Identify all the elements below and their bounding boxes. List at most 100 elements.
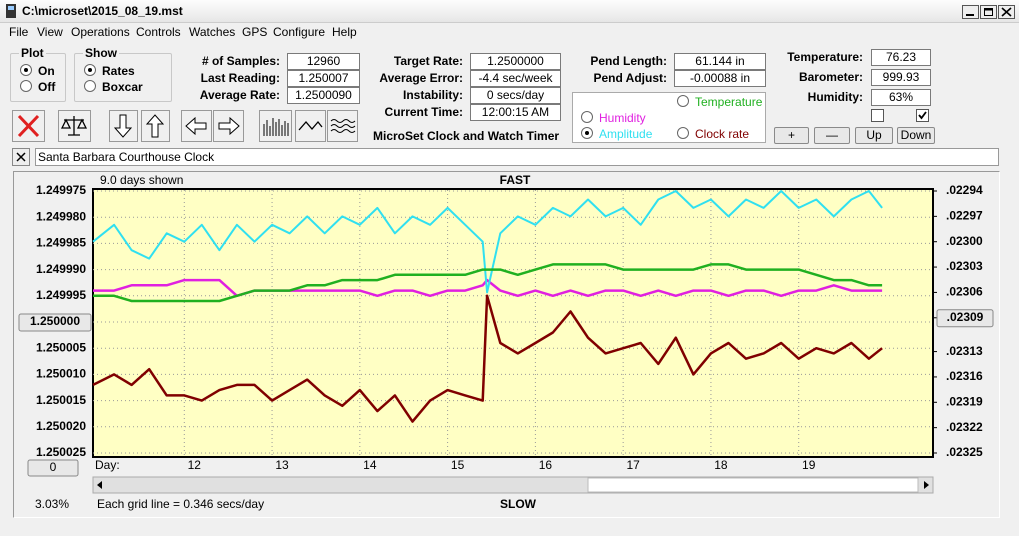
series-line [92,294,883,423]
toolbar [12,110,358,142]
radio-option[interactable]: On [20,64,55,78]
y2-tick-label: .02313 [946,344,983,358]
scale-percent: 3.03% [35,497,69,511]
menu-item[interactable]: Configure [273,25,326,39]
y-tick-label: 1.249985 [36,236,86,250]
down-button[interactable]: Down [897,127,935,144]
field-label: Pend Adjust: [593,71,667,85]
right-arrow-button[interactable] [213,110,244,142]
tick-button[interactable] [18,313,92,332]
menu-item[interactable]: GPS [242,25,268,39]
chart-panel [13,171,1000,518]
radio-option[interactable]: Boxcar [84,80,143,94]
y-tick-label: 1.250020 [36,419,86,433]
y-tick-label: 1.249980 [36,209,86,223]
option-label: Boxcar [102,80,143,94]
checkbox[interactable] [916,109,929,122]
y-tick-label: 1.249995 [36,288,86,302]
scroll-left-arrow[interactable] [97,481,102,489]
stop-button[interactable] [12,110,45,142]
y-tick-label: 1.250015 [36,393,86,407]
field-label: Last Reading: [200,71,280,85]
group-title: Plot [19,46,46,60]
x-tick-label: 18 [714,458,728,472]
field-value: 1.2500000 [470,53,561,70]
series-line [93,263,883,303]
left-arrow-button[interactable] [181,110,212,142]
plot-area [92,188,934,458]
days-shown: 9.0 days shown [100,173,183,187]
legend-label: Temperature [695,95,763,109]
y2-tick-label: .02306 [946,285,983,299]
tick-button[interactable] [936,309,994,328]
x-tick-label: 12 [188,458,202,472]
top-label: FAST [500,173,531,187]
field-value: 12960 [287,53,360,70]
menu-item[interactable]: Operations [71,25,130,39]
y2-tick-label: .02303 [946,259,983,273]
up-arrow-button[interactable] [141,110,170,142]
legend-item[interactable]: Temperature [677,95,762,109]
bottom-label: SLOW [500,497,537,511]
field-value: -4.4 sec/week [470,70,561,87]
menu-item[interactable]: Watches [189,25,236,39]
grid-note: Each grid line = 0.346 secs/day [97,497,264,511]
legend-label: Amplitude [599,127,653,141]
legend-item[interactable]: Clock rate [677,127,749,141]
menu-item[interactable]: File [9,25,29,39]
wave-view-button[interactable] [295,110,326,142]
window-controls[interactable] [962,5,1016,20]
up-button[interactable]: Up [855,127,893,144]
option-label: Off [38,80,56,94]
close-clock-button[interactable] [12,148,30,166]
field-value: 1.250007 [287,70,360,87]
group-title: Show [83,46,119,60]
field-label: Pend Length: [590,54,667,68]
app-icon [6,4,16,18]
offset-button-label: 0 [50,460,57,474]
field-value: 999.93 [871,69,931,86]
field-label: Average Error: [379,71,463,85]
field-value: 76.23 [871,49,931,66]
field-label: Target Rate: [393,54,463,68]
y-tick-label: 1.250000 [30,314,80,328]
window-title: C:\microset\2015_08_19.mst [22,4,183,18]
multi-wave-button[interactable] [327,110,358,142]
field-label: Temperature: [787,50,863,64]
y2-tick-label: .02316 [946,369,983,383]
x-tick-label: 15 [451,458,465,472]
y-tick-label: 1.250025 [36,445,86,459]
bars-view-button[interactable] [259,110,292,142]
offset-button[interactable] [27,459,79,477]
x-axis-label: Day: [95,458,120,472]
option-label: On [38,64,55,78]
menu-item[interactable]: Controls [136,25,181,39]
field-label: Current Time: [384,105,463,119]
y2-tick-label: .02319 [946,394,983,408]
x-tick-label: 16 [539,458,553,472]
title-bar [0,0,1019,23]
scrollbar-thumb[interactable] [587,477,919,493]
plus-button[interactable]: + [774,127,809,144]
field-value: 0 secs/day [470,87,561,104]
field-label: Humidity: [807,90,863,104]
down-arrow-button[interactable] [109,110,138,142]
series-line [93,278,883,298]
legend-item[interactable]: Humidity [581,111,646,125]
y2-tick-label: .02300 [946,234,983,248]
scroll-right-arrow[interactable] [924,481,929,489]
minus-button[interactable]: — [814,127,850,144]
radio-option[interactable]: Rates [84,64,135,78]
balance-button[interactable] [58,110,91,142]
menu-item[interactable]: View [37,25,63,39]
y2-tick-label: .02322 [946,420,983,434]
field-value: 1.2500090 [287,87,360,104]
checkbox[interactable] [871,109,884,122]
option-label: Rates [102,64,135,78]
field-value: -0.00088 in [674,70,766,87]
radio-option[interactable]: Off [20,80,55,94]
y2-tick-label: .02297 [946,209,983,223]
menu-item[interactable]: Help [332,25,357,39]
legend-item[interactable]: Amplitude [581,127,652,141]
clock-name-field[interactable]: Santa Barbara Courthouse Clock [35,148,999,166]
